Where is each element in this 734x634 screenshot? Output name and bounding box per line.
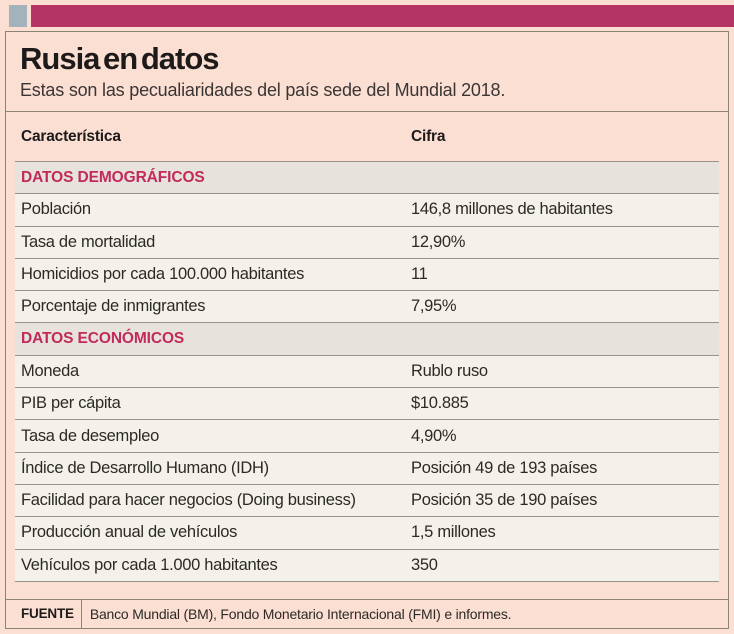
table-row: Producción anual de vehículos 1,5 millone… [15,517,719,550]
row-value: 12,90% [411,232,466,251]
page-title: Rusia en datos [20,41,220,76]
row-value: Posición 35 de 190 países [411,491,598,510]
row-label: Vehículos por cada 1.000 habitantes [21,555,278,574]
row-label: Porcentaje de inmigrantes [21,297,206,316]
row-value: 11 [411,265,428,284]
row-value: 7,95% [411,297,457,316]
source-footer: FUENTE Banco Mundial (BM), Fondo Monetar… [6,598,728,628]
row-label: Tasa de mortalidad [21,232,156,251]
page-subtitle: Estas son las pecualiaridades del país s… [20,80,506,100]
table-row: Moneda Rublo ruso [15,355,719,389]
row-label: Facilidad para hacer negocios (Doing bus… [21,491,356,510]
section-header-row: DATOS ECONÓMICOS [15,323,719,356]
table-row: Facilidad para hacer negocios (Doing bus… [15,484,719,518]
header-divider [6,111,728,112]
table-row: Índice de Desarrollo Humano (IDH) Posició… [15,452,719,485]
row-value: Posición 49 de 193 países [411,458,598,477]
table-row: Población 146,8 millones de habitantes [15,194,719,227]
source-divider [80,599,82,628]
table-row: Tasa de desempleo 4,90% [15,420,719,453]
table-header-row: Característica Cifra [15,112,719,161]
row-value: 1,5 millones [411,523,496,542]
row-value: Rublo ruso [411,361,488,380]
row-label: Índice de Desarrollo Humano (IDH) [21,458,269,477]
table-row: PIB per cápita $10.885 [15,388,719,421]
table-body: DATOS DEMOGRÁFICOS Población 146,8 millone… [15,161,719,582]
source-label: FUENTE [21,606,74,622]
table-row: Homicidios por cada 100.000 habitantes 11 [15,258,719,292]
accent-bar [31,5,734,27]
table-row: Porcentaje de inmigrantes 7,95% [15,291,719,324]
row-value: 146,8 millones de habitantes [411,200,613,219]
row-value: 350 [411,555,438,574]
section-header-row: DATOS DEMOGRÁFICOS [15,162,719,195]
row-label: Producción anual de vehículos [21,523,238,542]
row-label: Homicidios por cada 100.000 habitantes [21,265,305,284]
column-header-caracteristica: Característica [21,127,121,145]
column-header-cifra: Cifra [411,127,446,145]
brand-square [9,5,27,27]
row-value: $10.885 [411,394,469,413]
source-text: Banco Mundial (BM), Fondo Monetario Inte… [89,605,512,622]
row-label: Tasa de desempleo [21,426,159,445]
row-label: Población [21,200,91,219]
row-label: PIB per cápita [21,394,121,413]
row-label: Moneda [21,361,79,380]
infographic-box: Rusia en datos Estas son las pecualiarid… [5,31,729,629]
table-row: Vehículos por cada 1.000 habitantes 350 [15,549,719,582]
row-value: 4,90% [411,426,457,445]
table-row: Tasa de mortalidad 12,90% [15,226,719,259]
